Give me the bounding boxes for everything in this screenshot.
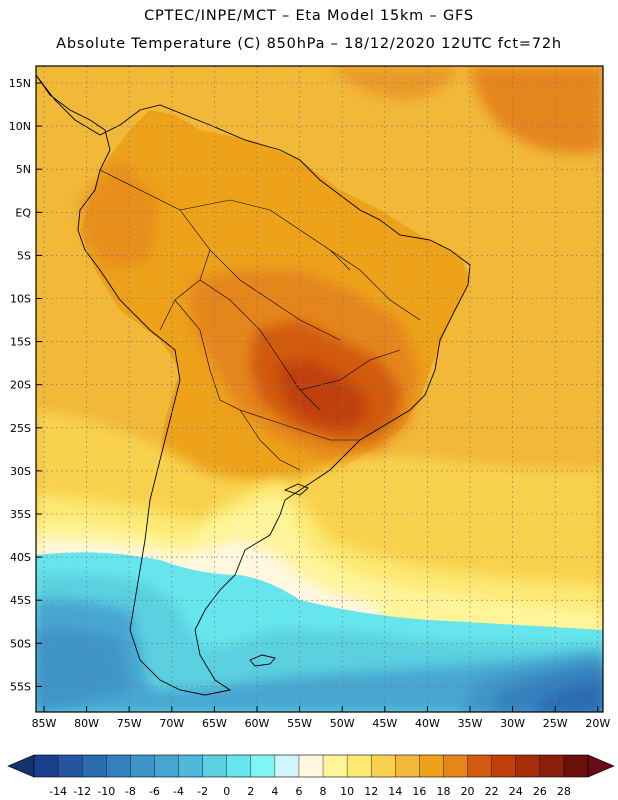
lon-label: 40W [415,717,440,730]
lat-label: 5S [17,249,31,262]
lat-label: 5N [16,163,31,176]
lat-label: 30S [10,465,31,478]
blue-band-4 [535,680,603,712]
colorbar-swatch [130,755,155,777]
colorbar-swatch [202,755,227,777]
lon-label: 35W [458,717,483,730]
colorbar-swatch [491,755,517,777]
lon-label: 65W [202,717,227,730]
colorbar-label: -2 [197,785,208,798]
map-title-line1: CPTEC/INPE/MCT – Eta Model 15km – GFS [144,8,474,24]
map-frame [35,65,604,713]
colorbar-swatch [226,755,252,777]
colorbar-swatch [178,755,203,777]
colorbar: -14 -12 -10 -8 -6 -4 -2 0 2 4 6 8 10 12 14 16 18 20 22 24 26… [7,754,615,798]
colorbar-swatch [347,755,372,777]
lat-label: 50S [10,637,31,650]
lat-label: 10S [10,293,31,306]
colorbar-label: -12 [73,785,91,798]
colorbar-swatch [443,755,468,777]
colorbar-swatch [515,755,541,777]
trinidad [283,483,309,496]
lon-label: 45W [372,717,397,730]
colorbar-swatch [467,755,492,777]
colorbar-label: 8 [320,785,327,798]
lat-label: 55S [10,680,31,693]
colorbar-swatch [58,755,83,777]
colorbar-swatch [154,755,179,777]
colorbar-label: 4 [271,785,278,798]
lon-label: 75W [117,717,142,730]
lon-label: 30W [500,717,525,730]
colorbar-swatch [323,755,348,777]
map-title-line2: Absolute Temperature (C) 850hPa – 18/12/… [56,36,562,52]
lon-label: 25W [543,717,568,730]
colorbar-left-arrow [7,754,35,778]
lon-label: 85W [32,717,57,730]
warm-ocean-northeast [470,66,603,154]
colorbar-label: 12 [364,785,378,798]
lon-label: 55W [287,717,312,730]
lon-label: 80W [74,717,99,730]
colorbar-right-arrow [587,754,615,778]
hot-region-west [80,160,160,270]
colorbar-label: -14 [49,785,67,798]
colorbar-label: 20 [461,785,475,798]
colorbar-label: 24 [509,785,523,798]
lon-label: 50W [330,717,355,730]
lat-label: 25S [10,422,31,435]
colorbar-label: 14 [388,785,402,798]
lat-label: 45S [10,594,31,607]
colorbar-label: 16 [412,785,426,798]
colorbar-swatch [250,755,276,777]
lat-label: 35S [10,508,31,521]
colorbar-label: -8 [125,785,136,798]
lat-label: 10N [9,120,31,133]
colorbar-swatch [34,755,59,777]
lat-label: 20S [10,379,31,392]
colorbar-label: 6 [295,785,302,798]
coastlines [36,74,471,696]
lon-label: 60W [245,717,270,730]
lat-label: 15S [10,336,31,349]
colorbar-label: 18 [436,785,450,798]
lon-label: 20W [585,717,610,730]
colorbar-swatch [106,755,131,777]
longitude-labels: 85W 80W 75W 70W 65W 60W 55W 50W 45W 40W 35W 30W 25W 2… [32,706,610,730]
colorbar-label: 0 [223,785,230,798]
colorbar-label: -6 [149,785,160,798]
colorbar-swatch [274,755,300,777]
colorbar-label: 26 [533,785,547,798]
colorbar-label: 22 [485,785,499,798]
colorbar-swatch [82,755,107,777]
country-borders [99,169,421,471]
colorbar-swatch [395,755,420,777]
temperature-field [36,66,603,712]
colorbar-label: -10 [97,785,115,798]
lon-label: 70W [159,717,184,730]
colorbar-swatch [371,755,396,777]
colorbar-label: 2 [247,785,254,798]
continent-outline [36,74,471,696]
colorbar-frame [33,754,589,778]
colorbar-label: -4 [173,785,184,798]
falkland-islands [249,654,276,667]
colorbar-swatch [298,755,324,777]
blue-band-1 [36,599,603,712]
lat-label: 40S [10,551,31,564]
lat-label: EQ [15,206,31,219]
colorbar-swatch [539,755,565,777]
colorbar-label: 10 [340,785,354,798]
colorbar-swatch [419,755,444,777]
colorbar-label: 28 [557,785,571,798]
lat-label: 15N [9,77,31,90]
latitude-labels: 15N 10N 5N EQ 5S 10S 15S 20S 25S 30S 35S 40S 45S 50S 5… [9,77,42,693]
colorbar-swatch [563,755,589,777]
